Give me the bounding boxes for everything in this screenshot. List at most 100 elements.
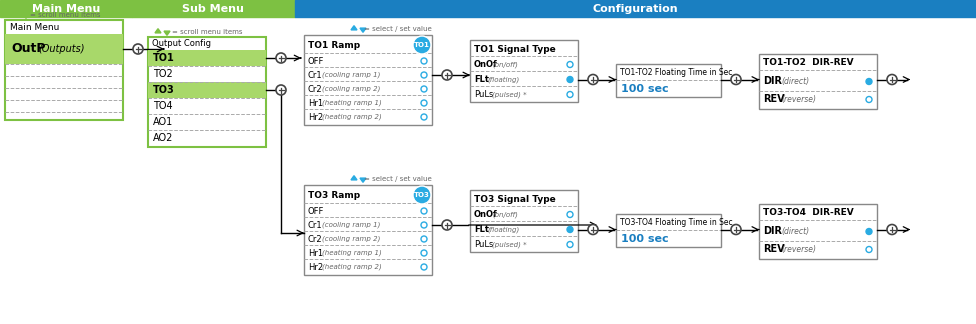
Text: (heating ramp 1): (heating ramp 1) bbox=[321, 100, 382, 106]
Text: (cooling ramp 2): (cooling ramp 2) bbox=[321, 236, 380, 242]
Polygon shape bbox=[23, 14, 29, 18]
Circle shape bbox=[731, 225, 741, 235]
Bar bbox=[304, 35, 432, 125]
Text: PuLs: PuLs bbox=[474, 90, 494, 99]
Text: (floating): (floating) bbox=[487, 76, 520, 83]
Text: (reverse): (reverse) bbox=[781, 95, 816, 104]
Circle shape bbox=[887, 75, 897, 85]
Circle shape bbox=[866, 78, 872, 85]
Circle shape bbox=[567, 212, 573, 217]
Circle shape bbox=[421, 86, 427, 92]
Circle shape bbox=[421, 208, 427, 214]
Text: TO4: TO4 bbox=[153, 101, 173, 111]
Bar bbox=[148, 82, 266, 98]
Text: = select / set value: = select / set value bbox=[364, 26, 431, 32]
Text: FLt: FLt bbox=[474, 225, 489, 234]
Text: Hr1: Hr1 bbox=[308, 249, 323, 258]
Circle shape bbox=[421, 58, 427, 64]
Text: TO3: TO3 bbox=[153, 85, 175, 95]
Circle shape bbox=[866, 228, 872, 235]
Text: TO3: TO3 bbox=[414, 192, 430, 198]
Text: TO3-TO4 Floating Time in Sec: TO3-TO4 Floating Time in Sec bbox=[620, 218, 733, 227]
Text: Cr2: Cr2 bbox=[308, 235, 323, 244]
Text: Main Menu: Main Menu bbox=[32, 4, 101, 14]
Circle shape bbox=[421, 100, 427, 106]
Bar bbox=[148, 37, 266, 147]
Circle shape bbox=[413, 36, 431, 54]
Text: Configuration: Configuration bbox=[592, 4, 677, 14]
Text: TO1-TO2  DIR-REV: TO1-TO2 DIR-REV bbox=[763, 58, 854, 67]
Text: AO2: AO2 bbox=[153, 133, 174, 143]
Text: (direct): (direct) bbox=[781, 77, 809, 86]
Bar bbox=[616, 64, 721, 97]
Circle shape bbox=[588, 225, 598, 235]
Circle shape bbox=[421, 72, 427, 78]
Circle shape bbox=[421, 236, 427, 242]
Text: Sub Menu: Sub Menu bbox=[183, 4, 244, 14]
Text: (reverse): (reverse) bbox=[781, 245, 816, 254]
Text: TO1: TO1 bbox=[153, 53, 175, 63]
Text: OnOf: OnOf bbox=[474, 60, 498, 69]
Bar bbox=[5, 20, 123, 120]
Text: Cr1: Cr1 bbox=[308, 71, 323, 79]
Polygon shape bbox=[14, 12, 20, 16]
Circle shape bbox=[133, 44, 143, 54]
Text: Hr2: Hr2 bbox=[308, 262, 323, 272]
Text: OFF: OFF bbox=[308, 56, 324, 65]
Text: (pulsed) *: (pulsed) * bbox=[492, 241, 527, 248]
Bar bbox=[759, 203, 877, 259]
Bar bbox=[132, 0, 295, 17]
Text: Hr1: Hr1 bbox=[308, 98, 323, 108]
Text: 100 sec: 100 sec bbox=[621, 235, 669, 245]
Text: = scroll menu items: = scroll menu items bbox=[172, 29, 242, 35]
Text: TO1 Signal Type: TO1 Signal Type bbox=[474, 44, 555, 53]
Circle shape bbox=[421, 222, 427, 228]
Text: Cr2: Cr2 bbox=[308, 85, 323, 94]
Text: = select / set value: = select / set value bbox=[364, 176, 431, 182]
Text: PuLs: PuLs bbox=[474, 240, 494, 249]
Text: AO1: AO1 bbox=[153, 117, 174, 127]
Text: OnOf: OnOf bbox=[474, 210, 498, 219]
Polygon shape bbox=[351, 176, 357, 180]
Bar bbox=[148, 50, 266, 66]
Polygon shape bbox=[155, 29, 161, 33]
Text: TO1: TO1 bbox=[414, 42, 430, 48]
Text: TO2: TO2 bbox=[153, 69, 173, 79]
Text: TO3 Ramp: TO3 Ramp bbox=[308, 191, 360, 200]
Polygon shape bbox=[360, 28, 366, 32]
Text: TO1 Ramp: TO1 Ramp bbox=[308, 40, 360, 50]
Circle shape bbox=[567, 76, 573, 83]
Circle shape bbox=[731, 75, 741, 85]
Text: REV: REV bbox=[763, 95, 785, 105]
Circle shape bbox=[588, 75, 598, 85]
Circle shape bbox=[276, 53, 286, 63]
Text: (floating): (floating) bbox=[487, 226, 520, 233]
Polygon shape bbox=[164, 31, 170, 35]
Circle shape bbox=[421, 114, 427, 120]
Polygon shape bbox=[360, 178, 366, 182]
Circle shape bbox=[567, 241, 573, 248]
Text: (cooling ramp 1): (cooling ramp 1) bbox=[321, 72, 380, 78]
Bar bbox=[5, 34, 123, 64]
Bar bbox=[759, 53, 877, 109]
Circle shape bbox=[442, 220, 452, 230]
Text: REV: REV bbox=[763, 245, 785, 254]
Circle shape bbox=[442, 70, 452, 80]
Circle shape bbox=[866, 97, 872, 102]
Text: 100 sec: 100 sec bbox=[621, 85, 669, 95]
Text: (cooling ramp 1): (cooling ramp 1) bbox=[321, 222, 380, 228]
Bar bbox=[616, 214, 721, 247]
Circle shape bbox=[887, 225, 897, 235]
Text: (heating ramp 1): (heating ramp 1) bbox=[321, 250, 382, 256]
Text: DIR: DIR bbox=[763, 226, 782, 237]
Text: (direct): (direct) bbox=[781, 227, 809, 236]
Circle shape bbox=[567, 91, 573, 98]
Text: TO3 Signal Type: TO3 Signal Type bbox=[474, 194, 555, 203]
Circle shape bbox=[421, 264, 427, 270]
Text: (Outputs): (Outputs) bbox=[38, 44, 85, 54]
Text: Main Menu: Main Menu bbox=[10, 22, 60, 31]
Bar bbox=[470, 190, 578, 252]
Text: Cr1: Cr1 bbox=[308, 221, 323, 229]
Bar bbox=[0, 0, 132, 17]
Bar bbox=[295, 0, 976, 17]
